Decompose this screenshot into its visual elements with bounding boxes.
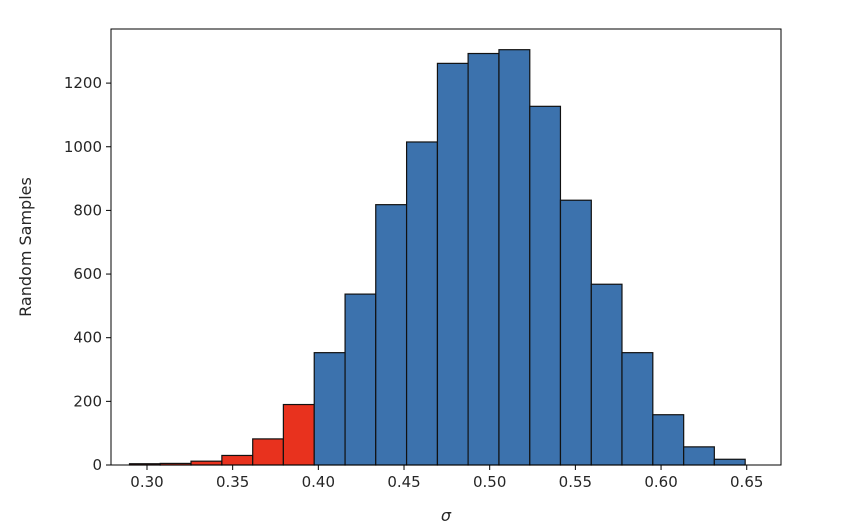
histogram-bar-7 — [344, 293, 377, 466]
x-tick-label: 0.40 — [302, 473, 335, 491]
y-axis-ticks: 0 200 400 600 800 1000 1200 — [64, 74, 111, 474]
histogram-bar-12 — [498, 49, 531, 466]
y-tick-label: 1200 — [64, 74, 102, 92]
histogram-bar-18 — [683, 446, 715, 466]
x-tick-label: 0.45 — [387, 473, 420, 491]
x-axis-label: σ — [441, 506, 452, 525]
x-tick-label: 0.60 — [644, 473, 677, 491]
histogram-bar-16 — [621, 352, 654, 466]
histogram-bar-19 — [713, 458, 746, 466]
bars-group — [128, 49, 746, 466]
histogram-bar-14 — [559, 199, 592, 466]
x-tick-label: 0.55 — [559, 473, 592, 491]
histogram-bar-5 — [282, 403, 315, 466]
histogram-bar-10 — [436, 62, 469, 466]
x-axis-ticks: 0.30 0.35 0.40 0.45 0.50 0.55 0.60 0.65 — [130, 465, 763, 491]
histogram-bar-17 — [652, 414, 685, 466]
y-axis-label: Random Samples — [16, 177, 35, 317]
y-tick-label: 1000 — [64, 138, 102, 156]
x-tick-label: 0.50 — [473, 473, 506, 491]
histogram-bar-8 — [375, 204, 408, 466]
y-tick-label: 600 — [73, 265, 102, 283]
x-tick-label: 0.35 — [216, 473, 249, 491]
plot-frame — [110, 28, 782, 466]
y-tick-label: 200 — [73, 392, 102, 410]
y-tick-label: 400 — [73, 329, 102, 347]
x-tick-label: 0.65 — [730, 473, 763, 491]
x-tick-label: 0.30 — [130, 473, 163, 491]
histogram-bar-11 — [467, 52, 500, 466]
histogram-bar-9 — [405, 141, 439, 466]
histogram-bar-15 — [590, 283, 623, 466]
histogram-bar-2 — [190, 460, 223, 466]
y-tick-label: 0 — [92, 456, 102, 474]
histogram-bar-6 — [313, 352, 346, 466]
histogram-bar-13 — [529, 105, 562, 466]
y-tick-label: 800 — [73, 201, 102, 219]
histogram-bar-4 — [252, 438, 284, 466]
histogram-bar-3 — [221, 454, 254, 466]
